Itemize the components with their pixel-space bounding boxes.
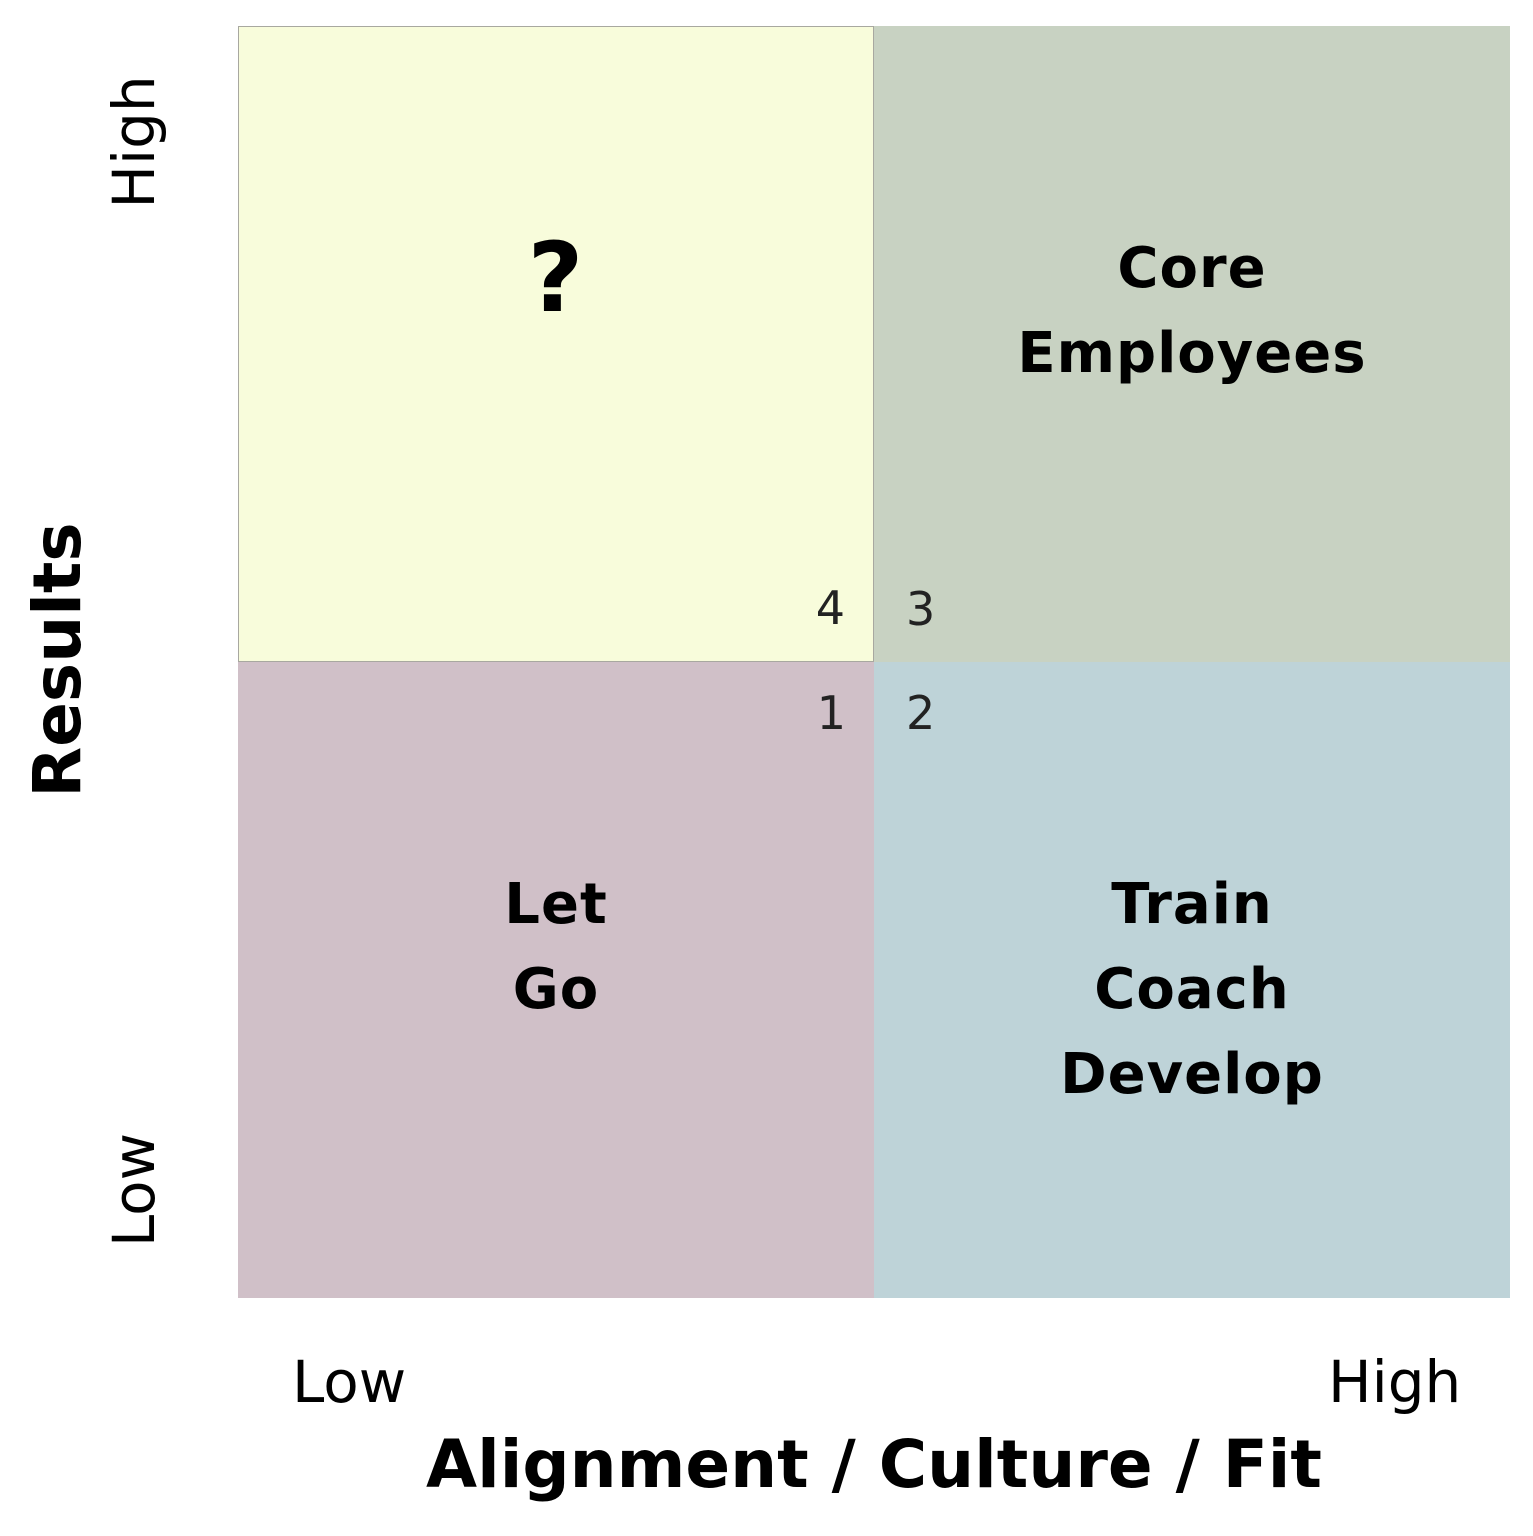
quadrant-bottom-left: Let Go 1	[238, 662, 874, 1298]
y-axis-high-label: High	[100, 75, 168, 209]
quadrant-bottom-right-line-1: Train	[1111, 872, 1273, 937]
quadrant-bottom-right-line-2: Coach	[1094, 957, 1290, 1022]
quadrant-bottom-left-number: 1	[816, 686, 846, 740]
quadrant-top-right-number: 3	[906, 582, 936, 636]
y-axis-title: Results	[19, 522, 96, 798]
quadrant-top-right-line-2: Employees	[1017, 321, 1367, 386]
quadrant-bottom-right-number: 2	[906, 686, 936, 740]
quadrant-top-right: Core Employees 3	[874, 26, 1510, 662]
quadrant-bottom-right: Train Coach Develop 2	[874, 662, 1510, 1298]
y-axis-low-label: Low	[100, 1132, 168, 1248]
x-axis-low-label: Low	[292, 1348, 407, 1416]
quadrant-top-left-number: 4	[815, 581, 845, 635]
quadrant-bottom-left-line-1: Let	[504, 872, 608, 937]
x-axis-title: Alignment / Culture / Fit	[426, 1426, 1322, 1503]
quadrant-bottom-right-label: Train Coach Develop	[874, 862, 1510, 1117]
quadrant-top-right-line-1: Core	[1117, 236, 1267, 301]
quadrant-bottom-right-line-3: Develop	[1060, 1042, 1324, 1107]
quadrant-top-left: ? 4	[238, 26, 874, 662]
quadrant-top-left-label: ?	[239, 223, 873, 333]
quadrant-top-left-line-1: ?	[527, 222, 585, 334]
quadrant-top-right-label: Core Employees	[874, 226, 1510, 396]
quadrant-bottom-left-line-2: Go	[512, 957, 600, 1022]
quadrant-bottom-left-label: Let Go	[238, 862, 874, 1032]
x-axis-high-label: High	[1328, 1348, 1462, 1416]
